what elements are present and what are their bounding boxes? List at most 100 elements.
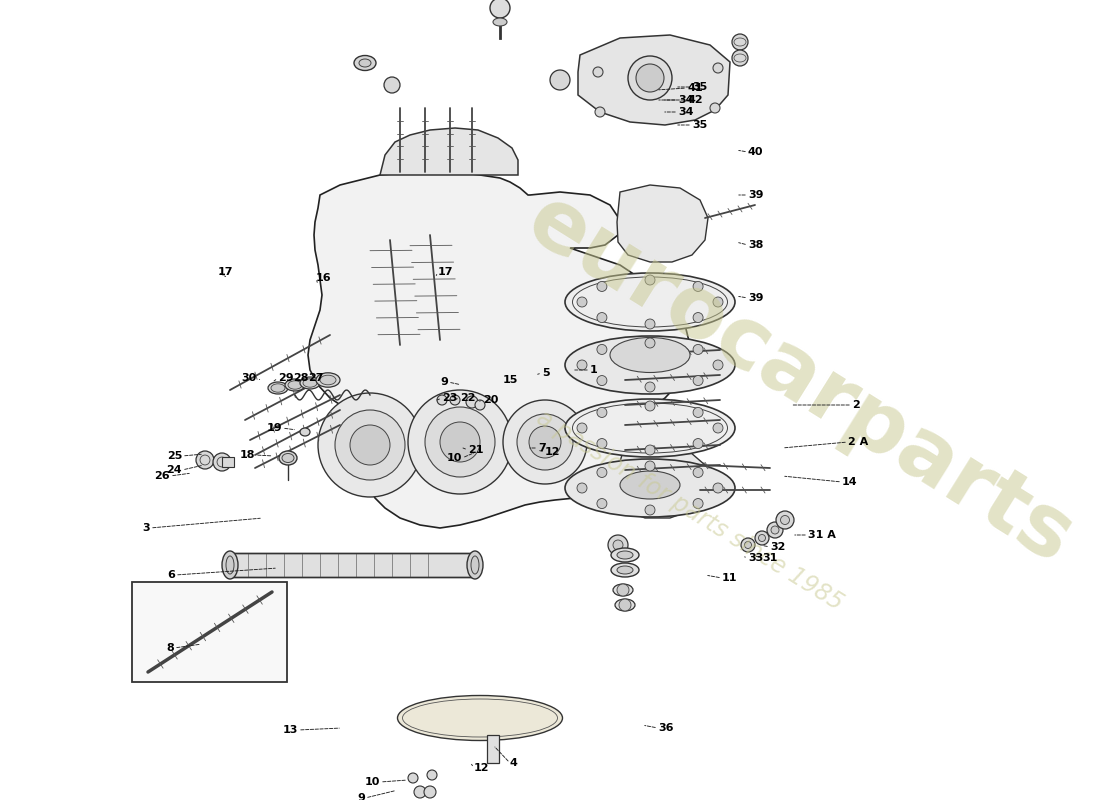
Circle shape <box>384 77 400 93</box>
Polygon shape <box>308 172 690 528</box>
Text: 19: 19 <box>266 423 282 433</box>
Circle shape <box>713 423 723 433</box>
Text: 7: 7 <box>538 443 546 453</box>
Circle shape <box>578 297 587 307</box>
Ellipse shape <box>316 373 340 387</box>
Text: 12: 12 <box>544 447 561 457</box>
Circle shape <box>713 483 723 493</box>
Circle shape <box>450 395 460 405</box>
Circle shape <box>645 445 654 455</box>
Text: 9: 9 <box>440 377 448 387</box>
Text: 29: 29 <box>278 373 294 383</box>
Circle shape <box>693 345 703 354</box>
Circle shape <box>745 542 751 549</box>
Bar <box>487 735 499 763</box>
Text: eurocarparts: eurocarparts <box>512 178 1088 582</box>
Ellipse shape <box>271 384 285 392</box>
Circle shape <box>578 483 587 493</box>
Text: 34: 34 <box>678 95 693 105</box>
Text: 23: 23 <box>442 393 458 403</box>
Text: 28: 28 <box>293 373 308 383</box>
Ellipse shape <box>610 338 690 373</box>
Text: 42: 42 <box>688 95 703 105</box>
Circle shape <box>645 401 654 411</box>
Text: 8: 8 <box>166 643 174 653</box>
Circle shape <box>732 50 748 66</box>
Circle shape <box>693 282 703 291</box>
Circle shape <box>425 407 495 477</box>
Circle shape <box>645 338 654 348</box>
Ellipse shape <box>493 18 507 26</box>
Ellipse shape <box>565 459 735 517</box>
Text: 15: 15 <box>503 375 518 385</box>
Circle shape <box>693 375 703 386</box>
Circle shape <box>771 526 779 534</box>
Text: 11: 11 <box>722 573 737 583</box>
Text: 36: 36 <box>658 723 673 733</box>
Circle shape <box>759 534 766 542</box>
Circle shape <box>597 375 607 386</box>
Ellipse shape <box>302 379 317 387</box>
Ellipse shape <box>615 599 635 611</box>
Text: 10: 10 <box>447 453 462 463</box>
Text: 22: 22 <box>460 393 475 403</box>
Ellipse shape <box>222 551 238 579</box>
Text: 17: 17 <box>218 267 233 277</box>
Circle shape <box>503 400 587 484</box>
Text: 38: 38 <box>748 240 763 250</box>
Circle shape <box>693 438 703 449</box>
Ellipse shape <box>282 454 294 462</box>
Circle shape <box>597 467 607 478</box>
Text: 34: 34 <box>678 107 693 117</box>
Text: 30: 30 <box>242 373 257 383</box>
Circle shape <box>613 540 623 550</box>
Text: 5: 5 <box>542 368 550 378</box>
Ellipse shape <box>300 377 320 389</box>
Circle shape <box>693 313 703 322</box>
Ellipse shape <box>613 584 632 596</box>
Text: 12: 12 <box>474 763 490 773</box>
Text: 31 A: 31 A <box>808 530 836 540</box>
Ellipse shape <box>617 566 632 574</box>
Circle shape <box>595 107 605 117</box>
Text: 14: 14 <box>842 477 858 487</box>
Circle shape <box>645 505 654 515</box>
Ellipse shape <box>285 379 305 391</box>
Circle shape <box>318 393 422 497</box>
Text: 27: 27 <box>308 373 323 383</box>
Circle shape <box>475 400 485 410</box>
Ellipse shape <box>617 551 632 559</box>
Circle shape <box>645 382 654 392</box>
Circle shape <box>732 34 748 50</box>
Ellipse shape <box>300 428 310 436</box>
Circle shape <box>781 515 790 525</box>
Circle shape <box>636 64 664 92</box>
Polygon shape <box>379 128 518 175</box>
Circle shape <box>578 423 587 433</box>
Circle shape <box>427 770 437 780</box>
Ellipse shape <box>565 336 735 394</box>
Circle shape <box>593 67 603 77</box>
Text: 21: 21 <box>468 445 484 455</box>
Text: 18: 18 <box>240 450 255 460</box>
Ellipse shape <box>268 382 288 394</box>
Text: 3: 3 <box>142 523 150 533</box>
Text: 1: 1 <box>590 365 597 375</box>
Text: 41: 41 <box>688 83 703 93</box>
Circle shape <box>755 531 769 545</box>
Circle shape <box>597 282 607 291</box>
Text: 24: 24 <box>166 465 182 475</box>
Bar <box>132 582 287 682</box>
Circle shape <box>693 467 703 478</box>
Text: 6: 6 <box>167 570 175 580</box>
Text: 35: 35 <box>692 82 707 92</box>
Circle shape <box>440 422 480 462</box>
Ellipse shape <box>288 381 302 390</box>
Circle shape <box>776 511 794 529</box>
Circle shape <box>336 410 405 480</box>
Circle shape <box>196 451 214 469</box>
Ellipse shape <box>354 55 376 70</box>
Bar <box>230 553 475 577</box>
Text: 10: 10 <box>364 777 380 787</box>
Circle shape <box>350 425 390 465</box>
